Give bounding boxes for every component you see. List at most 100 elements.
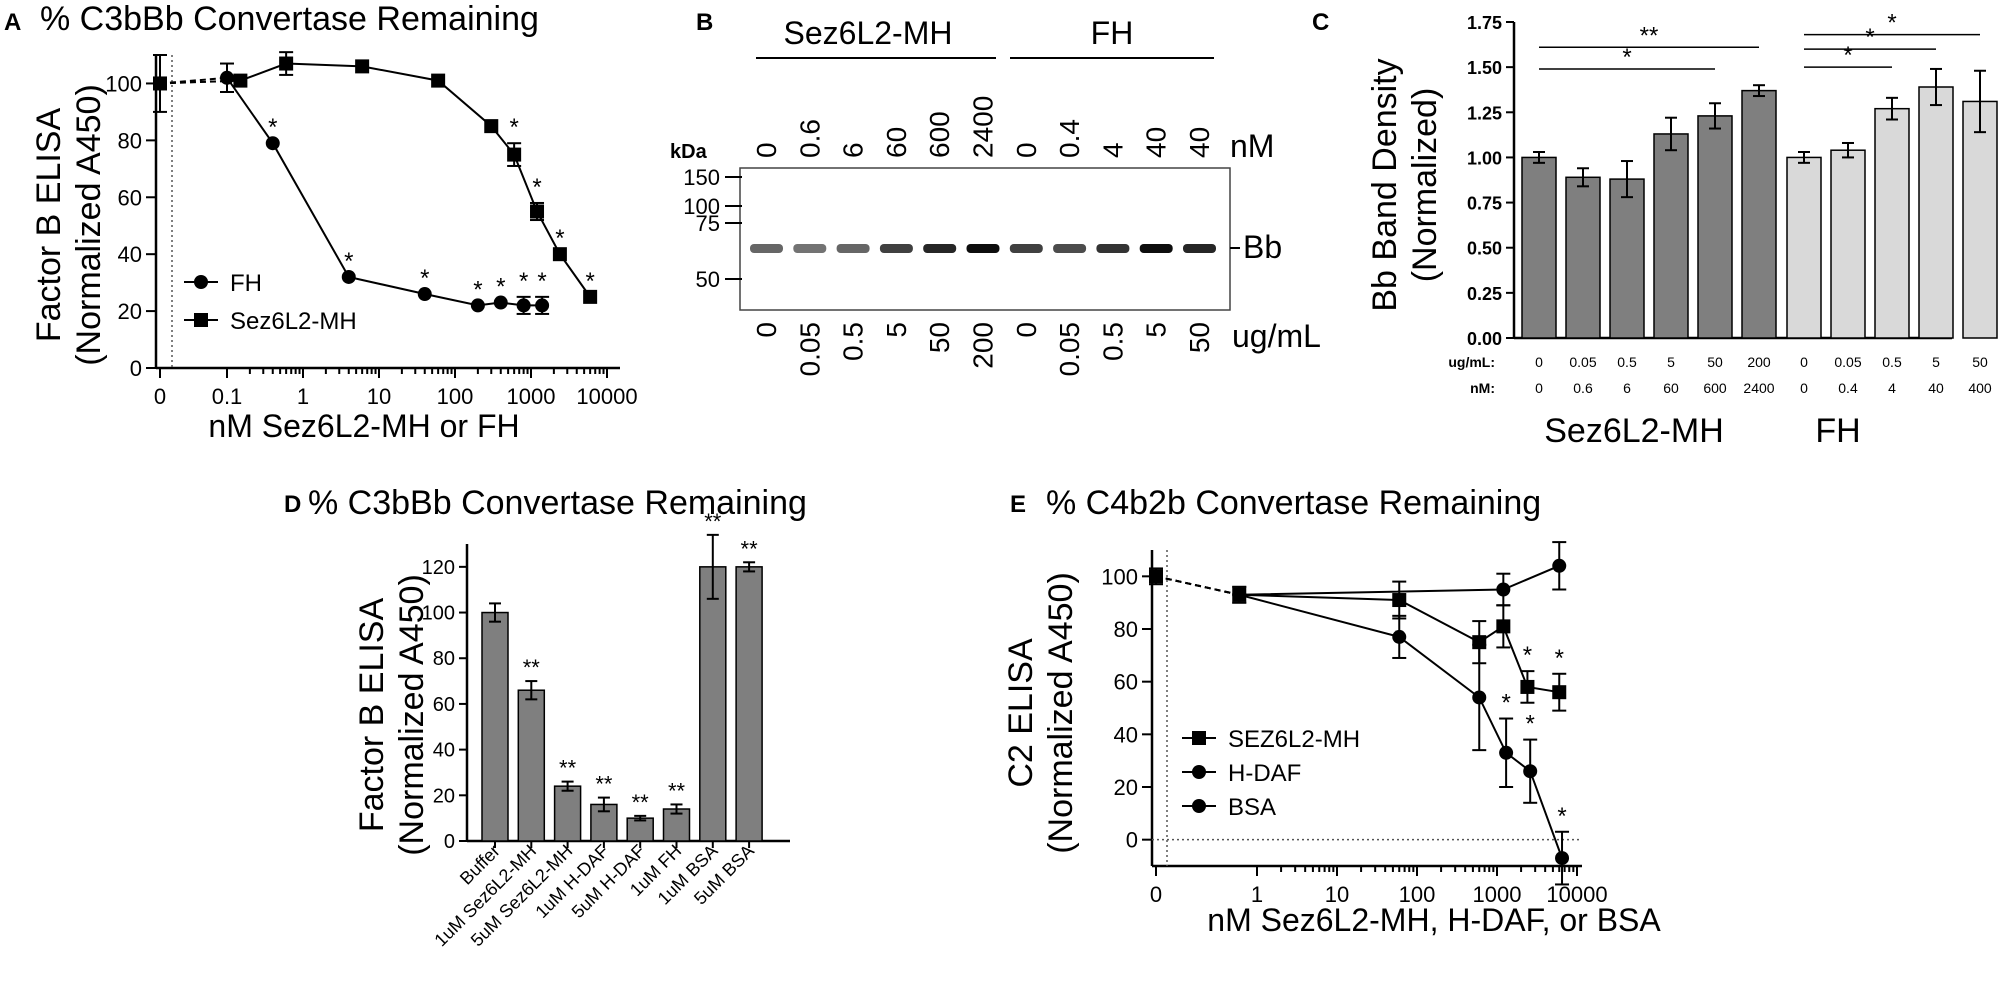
panel-c-ytick-label: 0.75 xyxy=(1467,194,1502,214)
panel-a-series-sez6l2-mh-point-7 xyxy=(552,247,567,262)
panel-c-nm-label-4: 600 xyxy=(1703,380,1727,396)
blot-band-3 xyxy=(879,244,913,253)
panel-e-series-sez6l2-mh-point-5 xyxy=(1552,685,1567,700)
panel-d-ylabel-1: Factor B ELISA xyxy=(353,598,391,833)
blot-band-2 xyxy=(836,244,870,253)
panel-d-sig-4: ** xyxy=(632,790,650,815)
blot-band-5 xyxy=(966,244,1000,253)
panel-a-series-fh-line xyxy=(226,77,543,307)
blot-lane-nm-1: 0.6 xyxy=(794,119,825,158)
panel-letter-d: D xyxy=(284,491,301,518)
blot-marker-label-2: 75 xyxy=(696,211,720,236)
panel-c-nm-label-0: 0 xyxy=(1535,380,1543,396)
panel-c-bar-1 xyxy=(1565,176,1601,339)
panel-a-legend-label-1: Sez6L2-MH xyxy=(230,308,357,335)
panel-a-ytick-label: 100 xyxy=(105,71,142,96)
panel-e-series-h-daf-line xyxy=(1238,593,1563,859)
panel-c-ug-row-label: ug/mL: xyxy=(1448,354,1495,370)
blot-band-1 xyxy=(793,244,827,253)
blot-band-7 xyxy=(1053,244,1087,253)
panel-c-bar-9 xyxy=(1918,86,1954,339)
panel-letter-a: A xyxy=(4,9,21,36)
blot-lane-nm-9: 40 xyxy=(1141,127,1172,158)
blot-marker-label-0: 150 xyxy=(683,165,720,190)
blot-membrane xyxy=(739,167,1231,311)
panel-a-series-fh-point-3 xyxy=(417,287,432,302)
blot-band-6 xyxy=(1009,244,1043,253)
panel-e-title: % C4b2b Convertase Remaining xyxy=(1046,484,1541,522)
panel-c-nm-label-9: 40 xyxy=(1928,380,1944,396)
blot-nm-unit: nM xyxy=(1230,128,1274,164)
panel-a-ytick-label: 60 xyxy=(118,185,142,210)
panel-e-xtick-label: 10000 xyxy=(1546,882,1607,907)
panel-c-ug-label-3: 5 xyxy=(1667,354,1675,370)
panel-a-series-fh-sig-3: * xyxy=(420,265,429,292)
panel-a-series-sez6l2-mh-point-4 xyxy=(484,119,499,134)
blot-band-0 xyxy=(750,244,783,253)
blot-marker-label-1: 100 xyxy=(683,194,720,219)
panel-c-ytick-label: 1.50 xyxy=(1467,58,1502,78)
panel-e-series-h-daf-point-1 xyxy=(1392,629,1407,644)
blot-bb-label: Bb xyxy=(1243,229,1282,265)
panel-e-legend-marker-0 xyxy=(1192,731,1206,745)
blot-lane-ug-9: 5 xyxy=(1141,322,1172,338)
panel-e-ylabel-2: (Normalized A450) xyxy=(1042,572,1080,854)
panel-d-ytick-label: 100 xyxy=(422,603,455,625)
panel-e-ytick-label: 20 xyxy=(1114,775,1138,800)
panel-c-ug-label-9: 5 xyxy=(1932,354,1940,370)
panel-e-xtick-label: 0 xyxy=(1150,882,1162,907)
panel-a-series-sez6l2-mh-point-2 xyxy=(355,59,370,74)
blot-lane-nm-5: 2400 xyxy=(968,96,999,158)
panel-e-legend-label-0: SEZ6L2-MH xyxy=(1228,726,1360,753)
panel-c-ytick-label: 0.50 xyxy=(1467,239,1502,259)
blot-lane-ug-0: 0 xyxy=(751,322,782,338)
panel-d-ylabel-2: (Normalized A450) xyxy=(393,574,431,856)
blot-lane-ug-5: 200 xyxy=(968,322,999,369)
panel-c-ug-label-6: 0 xyxy=(1800,354,1808,370)
panel-e-series-h-daf-point-4 xyxy=(1523,764,1538,779)
panel-d-ytick-label: 120 xyxy=(422,557,455,579)
blot-lane-nm-10: 40 xyxy=(1184,127,1215,158)
panel-d-sig-7: ** xyxy=(741,536,759,561)
panel-a-xtick-label: 1000 xyxy=(507,384,556,409)
panel-c-bar-0 xyxy=(1521,156,1557,339)
panel-c-nm-label-6: 0 xyxy=(1800,380,1808,396)
panel-a-xtick-label: 100 xyxy=(437,384,474,409)
panel-a-series-fh-point-4 xyxy=(470,298,485,313)
panel-a-series-sez6l2-mh-point-8 xyxy=(583,289,598,304)
panel-d-ytick-label: 0 xyxy=(444,831,455,853)
panel-a-ytick-label: 80 xyxy=(118,128,142,153)
panel-c-ylabel-2: (Normalized) xyxy=(1406,88,1444,283)
panel-c-bracket-label-4: * xyxy=(1843,42,1852,69)
panel-a-series-fh-point-5 xyxy=(493,295,508,310)
blot-lane-ug-1: 0.05 xyxy=(794,322,825,377)
panel-e-ytick-label: 0 xyxy=(1126,828,1138,853)
blot-band-10 xyxy=(1183,244,1216,253)
panel-d-bar-7 xyxy=(735,566,763,842)
panel-a-series-fh-sig-1: * xyxy=(268,114,277,141)
blot-lane-ug-10: 50 xyxy=(1184,322,1215,353)
panel-e-series-h-daf-sig-4: * xyxy=(1526,711,1535,738)
panel-e-legend-marker-2 xyxy=(1192,799,1206,813)
panel-a-legend-marker-1 xyxy=(194,313,208,327)
panel-c-nm-label-3: 60 xyxy=(1663,380,1679,396)
panel-e-ytick-label: 40 xyxy=(1114,722,1138,747)
panel-a-series-sez6l2-mh-sig-7: * xyxy=(555,225,564,252)
panel-a-series-fh-point-1 xyxy=(265,136,280,151)
panel-c-bracket-label-3: * xyxy=(1865,24,1874,51)
blot-band-4 xyxy=(923,244,957,253)
panel-a-series-fh-sig-4: * xyxy=(473,276,482,303)
panel-c-bar-3 xyxy=(1653,133,1689,339)
blot-lane-ug-7: 0.05 xyxy=(1054,322,1085,377)
panel-e-series-h-daf-point-5 xyxy=(1555,851,1570,866)
panel-a-ytick-label: 0 xyxy=(130,356,142,381)
panel-c-bar-6 xyxy=(1786,156,1822,339)
panel-c-nm-label-8: 4 xyxy=(1888,380,1896,396)
panel-a-xlabel: nM Sez6L2-MH or FH xyxy=(208,408,519,444)
panel-d-ytick-label: 80 xyxy=(433,648,455,670)
panel-e-xtick-label: 1000 xyxy=(1473,882,1522,907)
panel-c-bar-2 xyxy=(1609,178,1645,339)
panel-a-series-sez6l2-mh-sig-8: * xyxy=(585,268,594,295)
panel-a-series-fh-sig-6: * xyxy=(519,268,528,295)
